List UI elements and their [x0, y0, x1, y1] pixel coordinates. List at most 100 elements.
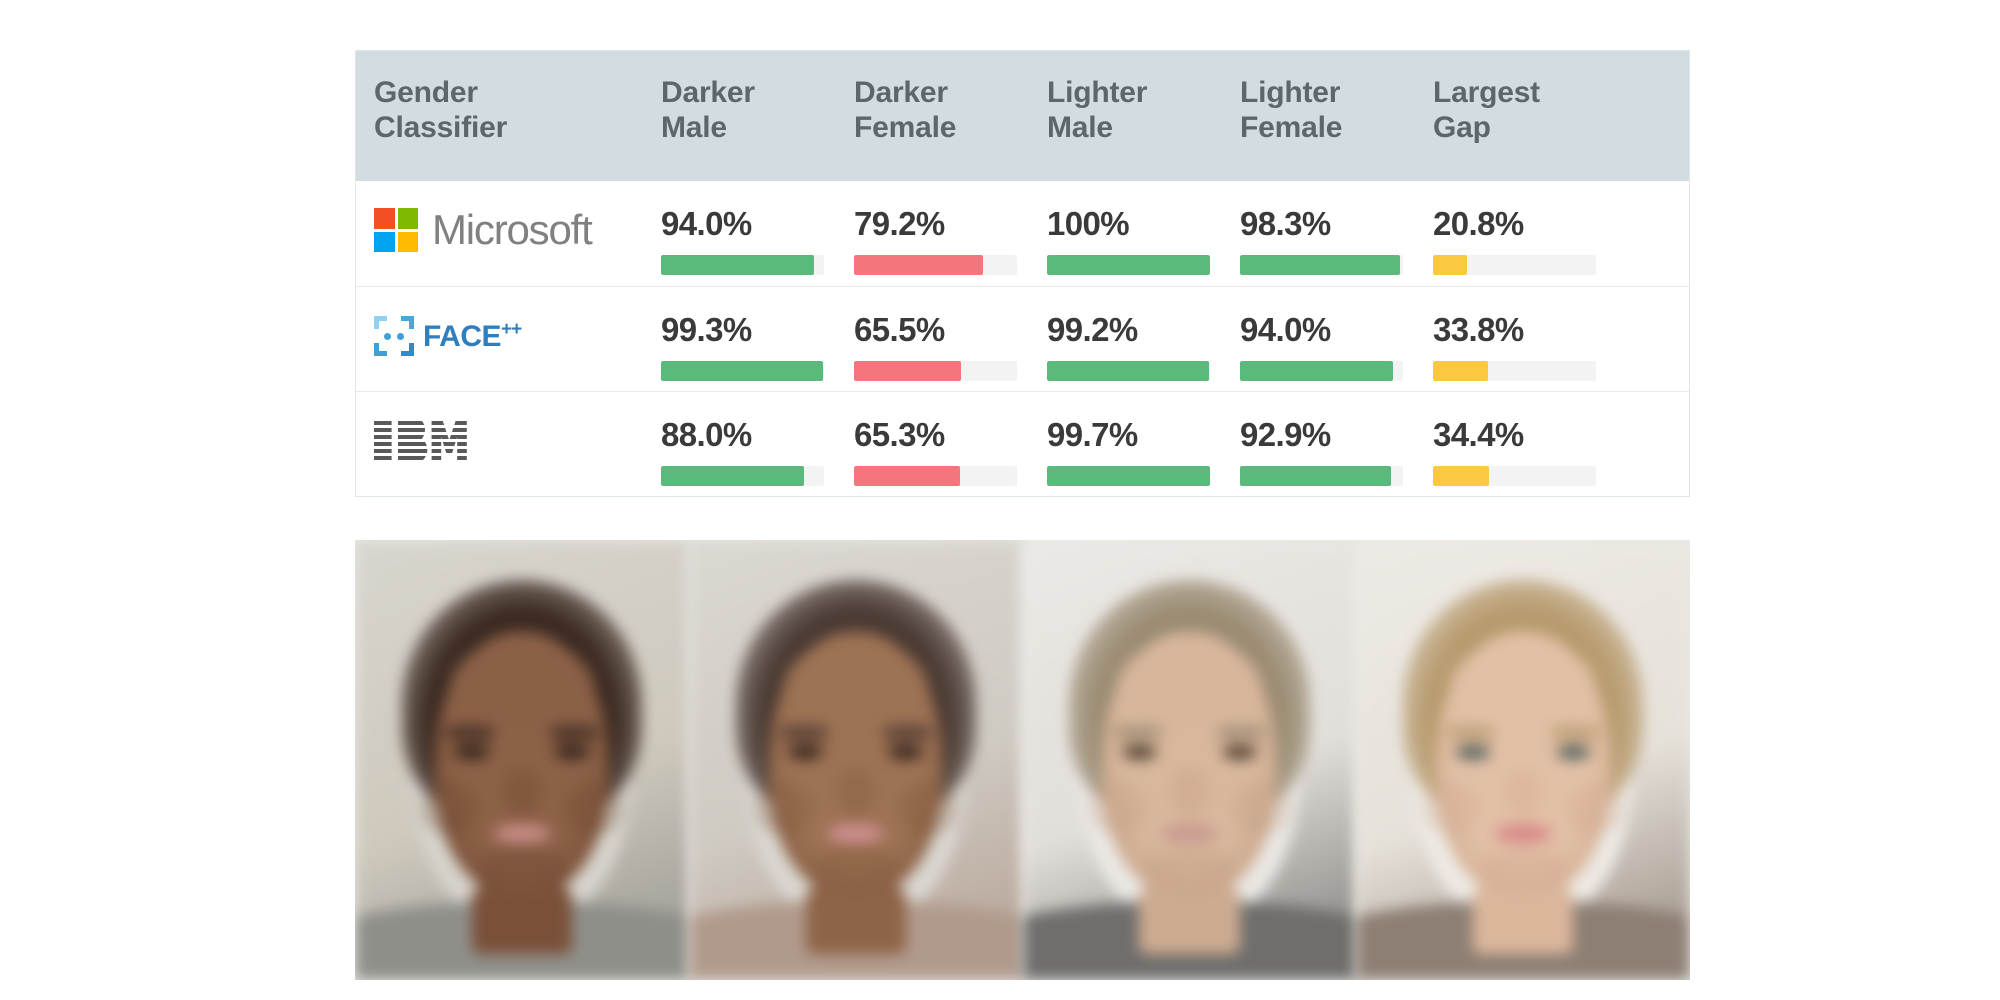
value-largest-gap: 20.8% — [1433, 205, 1524, 242]
progress-fill-largest-gap — [1433, 466, 1490, 486]
value-largest-gap: 34.4% — [1433, 416, 1524, 453]
value-lighter-male: 99.2% — [1047, 311, 1138, 348]
value-lighter-male: 99.7% — [1047, 416, 1138, 453]
progress-fill-largest-gap — [1433, 255, 1467, 275]
column-header-lighter-female-line1: Lighter — [1240, 76, 1341, 109]
column-header-largest-gap-line2: Gap — [1433, 111, 1491, 145]
progress-fill-lighter-female — [1240, 466, 1392, 486]
value-darker-female: 79.2% — [854, 205, 945, 242]
progress-track-lighter-female — [1240, 361, 1403, 381]
cell-lighter-male: 100% — [1042, 181, 1235, 275]
column-header-classifier-line1: Gender — [374, 76, 478, 109]
progress-track-largest-gap — [1433, 255, 1596, 275]
progress-fill-darker-female — [854, 361, 961, 381]
facepp-logo: FACE++ — [374, 313, 656, 359]
microsoft-tile-3 — [374, 231, 395, 252]
lighter-male-composite — [1022, 540, 1357, 980]
column-header-darker-male-line2: Male — [661, 111, 727, 145]
darker-male-composite — [355, 540, 689, 980]
composite-face-strip — [355, 540, 1690, 980]
value-darker-male: 94.0% — [661, 205, 752, 242]
progress-fill-lighter-male — [1047, 466, 1210, 486]
progress-track-lighter-male — [1047, 466, 1210, 486]
column-header-largest-gap-line1: Largest — [1433, 76, 1540, 109]
cell-darker-male: 94.0% — [656, 181, 849, 275]
table-row: FACE++ 99.3% 65.5% 99.2% 94.0% 33.8% — [356, 286, 1689, 391]
progress-track-lighter-male — [1047, 255, 1210, 275]
value-darker-male: 99.3% — [661, 311, 752, 348]
value-lighter-female: 92.9% — [1240, 416, 1331, 453]
column-header-lighter-male-line1: Lighter — [1047, 76, 1148, 109]
progress-fill-lighter-female — [1240, 255, 1401, 275]
cell-classifier: Microsoft — [356, 181, 656, 253]
facepp-wordmark: FACE++ — [423, 319, 522, 353]
value-darker-male: 88.0% — [661, 416, 752, 453]
column-header-classifier-line2: Classifier — [374, 111, 508, 145]
microsoft-tile-4 — [397, 231, 418, 252]
cell-lighter-female: 94.0% — [1235, 287, 1428, 381]
progress-fill-lighter-male — [1047, 361, 1209, 381]
table-body: Microsoft 94.0% 79.2% 100% 98.3% 20.8% FACE++ 9… — [356, 181, 1689, 496]
cell-largest-gap: 33.8% — [1428, 287, 1596, 381]
cell-classifier — [356, 392, 656, 464]
column-header-darker-male-line1: Darker — [661, 76, 755, 109]
value-darker-female: 65.5% — [854, 311, 945, 348]
column-header-darker-female-line2: Female — [854, 111, 957, 145]
cell-lighter-female: 98.3% — [1235, 181, 1428, 275]
microsoft-squares-icon — [374, 208, 418, 252]
cell-classifier: FACE++ — [356, 287, 656, 359]
cell-darker-female: 79.2% — [849, 181, 1042, 275]
column-header-lighter-male-line2: Male — [1047, 111, 1113, 145]
microsoft-tile-2 — [397, 208, 418, 229]
cell-lighter-female: 92.9% — [1235, 392, 1428, 486]
value-lighter-male: 100% — [1047, 205, 1130, 242]
cell-darker-male: 99.3% — [656, 287, 849, 381]
progress-fill-darker-male — [661, 466, 805, 486]
value-lighter-female: 98.3% — [1240, 205, 1331, 242]
column-header-darker-male: Darker Male — [656, 51, 849, 146]
column-header-darker-female-line1: Darker — [854, 76, 948, 109]
progress-track-lighter-female — [1240, 255, 1403, 275]
progress-track-lighter-male — [1047, 361, 1210, 381]
value-largest-gap: 33.8% — [1433, 311, 1524, 348]
lighter-female-composite — [1356, 540, 1690, 980]
progress-track-darker-female — [854, 255, 1017, 275]
progress-track-darker-female — [854, 466, 1017, 486]
ibm-wordmark — [374, 421, 470, 461]
table-header-row: Gender Classifier Darker Male Darker Fem… — [356, 51, 1689, 181]
cell-darker-female: 65.5% — [849, 287, 1042, 381]
ibm-logo — [374, 418, 656, 464]
progress-track-largest-gap — [1433, 466, 1596, 486]
value-darker-female: 65.3% — [854, 416, 945, 453]
face-detection-bracket-icon — [374, 316, 414, 356]
progress-track-darker-female — [854, 361, 1017, 381]
cell-lighter-male: 99.2% — [1042, 287, 1235, 381]
column-header-classifier: Gender Classifier — [356, 51, 656, 146]
column-header-lighter-female-line2: Female — [1240, 111, 1343, 145]
cell-darker-female: 65.3% — [849, 392, 1042, 486]
table-row: 88.0% 65.3% 99.7% 92.9% 34.4% — [356, 391, 1689, 496]
cell-darker-male: 88.0% — [656, 392, 849, 486]
progress-fill-darker-male — [661, 255, 815, 275]
cell-largest-gap: 20.8% — [1428, 181, 1596, 275]
microsoft-wordmark: Microsoft — [432, 206, 593, 253]
progress-fill-darker-female — [854, 466, 961, 486]
progress-fill-largest-gap — [1433, 361, 1489, 381]
column-header-lighter-male: Lighter Male — [1042, 51, 1235, 146]
cell-lighter-male: 99.7% — [1042, 392, 1235, 486]
progress-track-darker-male — [661, 255, 824, 275]
gender-classifier-accuracy-table: Gender Classifier Darker Male Darker Fem… — [355, 50, 1690, 497]
progress-fill-darker-female — [854, 255, 984, 275]
progress-track-largest-gap — [1433, 361, 1596, 381]
microsoft-tile-1 — [374, 208, 395, 229]
progress-track-darker-male — [661, 361, 824, 381]
progress-fill-darker-male — [661, 361, 823, 381]
column-header-largest-gap: Largest Gap — [1428, 51, 1588, 146]
progress-track-lighter-female — [1240, 466, 1403, 486]
progress-track-darker-male — [661, 466, 824, 486]
cell-largest-gap: 34.4% — [1428, 392, 1596, 486]
column-header-lighter-female: Lighter Female — [1235, 51, 1428, 146]
darker-female-composite — [688, 540, 1023, 980]
progress-fill-lighter-male — [1047, 255, 1210, 275]
